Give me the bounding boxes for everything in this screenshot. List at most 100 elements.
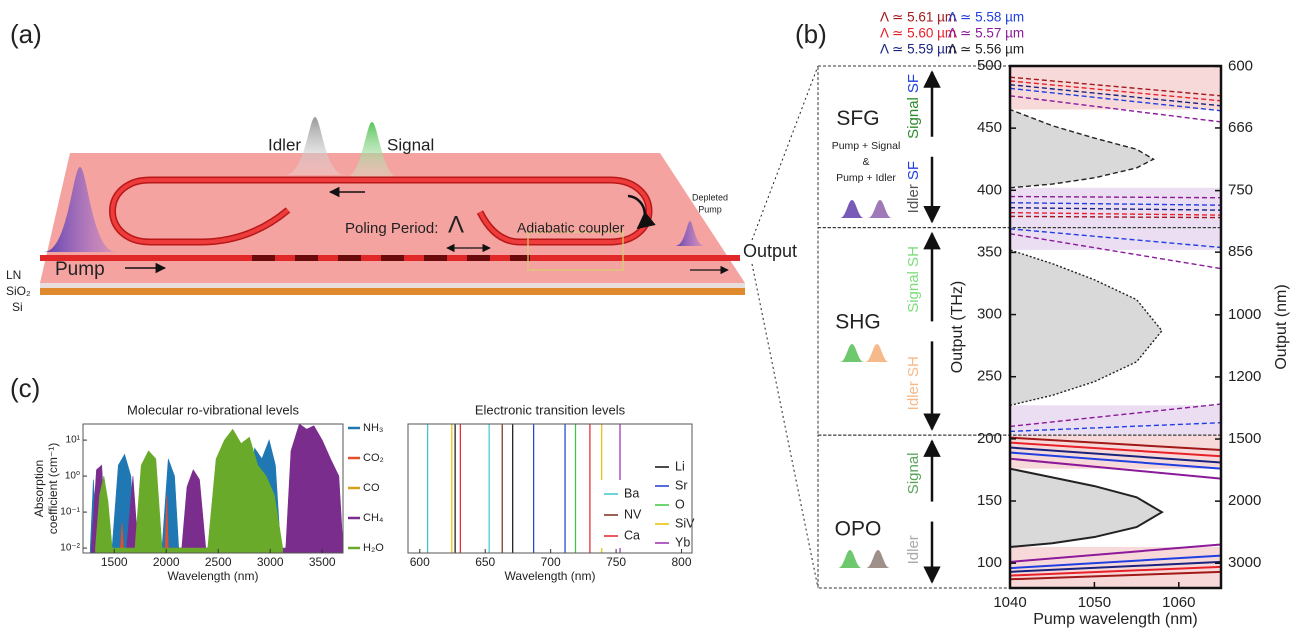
y-tick-label: 250 <box>977 368 1002 385</box>
x-axis-title: Wavelength (nm) <box>168 569 259 583</box>
layer-label: Si <box>12 300 23 314</box>
x-axis-title: Wavelength (nm) <box>505 569 596 583</box>
curve <box>1010 83 1221 107</box>
region-sublabel-part: SF <box>905 161 922 180</box>
curve <box>1010 403 1221 428</box>
region-label: OPO <box>835 517 882 540</box>
legend-entry: H₂O <box>363 542 384 554</box>
output-label: Output <box>743 241 797 261</box>
region-sublabel-part: Idler <box>905 535 922 564</box>
curve <box>1010 543 1221 563</box>
curve <box>1010 467 1164 548</box>
curve <box>1010 95 1221 123</box>
y2-tick-label: 750 <box>1228 182 1253 199</box>
x-tick-label: 1050 <box>1078 594 1111 611</box>
curve <box>1010 560 1221 573</box>
region-sublabel-part: Signal <box>905 452 922 494</box>
curve <box>1010 87 1221 112</box>
legend-entry: Λ ≃ 5.60 µm <box>880 26 956 41</box>
legend-entry: Li <box>675 459 685 473</box>
x-tick-label: 1060 <box>1162 594 1195 611</box>
curve <box>1010 446 1221 464</box>
y-tick-label: 150 <box>977 492 1002 509</box>
band <box>1010 405 1221 436</box>
label: Depleted <box>692 192 728 202</box>
y-tick-label: 450 <box>977 119 1002 136</box>
legend-entry: Yb <box>675 535 690 549</box>
region-sublabel: Signal SF <box>905 74 922 139</box>
region-note: & <box>862 156 869 168</box>
curve <box>1010 554 1221 570</box>
legend-entry: Ba <box>624 486 639 500</box>
curve <box>1010 195 1221 199</box>
curve <box>1010 76 1221 97</box>
plot-frame <box>82 423 344 554</box>
y-tick-label: 100 <box>977 554 1002 571</box>
region-sublabel-part: SF <box>905 74 922 93</box>
poling-domains <box>252 255 530 261</box>
x-tick-label: 600 <box>410 555 430 569</box>
y-tick-label: 10¹ <box>66 435 81 446</box>
y-tick-label: 300 <box>977 306 1002 323</box>
x-tick-label: 650 <box>475 555 495 569</box>
label: Poling Period: <box>345 220 438 237</box>
plot-area <box>1010 66 1221 588</box>
curve <box>1010 108 1155 189</box>
x-tick-label: 2000 <box>153 555 180 569</box>
x-axis-title: Pump wavelength (nm) <box>1033 611 1198 628</box>
curve <box>1010 202 1221 206</box>
label: Pump <box>55 259 105 280</box>
region-fill <box>1010 109 1154 188</box>
y2-tick-label: 3000 <box>1228 554 1261 571</box>
y-axis-title: coefficient (cm⁻¹) <box>46 443 60 534</box>
y-tick-label: 10⁻¹ <box>60 507 80 518</box>
legend-entry: Λ ≃ 5.59 µm <box>880 42 956 57</box>
x-tick-label: 1040 <box>993 594 1026 611</box>
region-sublabel: Signal <box>905 452 922 494</box>
legend-entry: CO <box>363 482 380 494</box>
layer-label: SiO₂ <box>6 284 31 298</box>
region-sublabel-part: Idler <box>905 184 922 213</box>
band <box>1010 435 1221 469</box>
x-tick-label: 1500 <box>101 555 128 569</box>
connector <box>751 65 819 241</box>
device: Idler Signal Pump Poling Period: Λ Adiab… <box>6 65 819 589</box>
x-tick-label: 2500 <box>205 555 232 569</box>
legend-entry: CH₄ <box>363 512 384 524</box>
legend-entry: NV <box>624 507 642 521</box>
y2-tick-label: 1500 <box>1228 430 1261 447</box>
curve <box>1010 436 1221 452</box>
y-tick-label: 350 <box>977 243 1002 260</box>
y2-tick-label: 666 <box>1228 119 1253 136</box>
legend-entry: NH₃ <box>363 422 383 434</box>
si-layer <box>40 288 745 295</box>
plot-frame <box>1008 64 1223 590</box>
label: Pump <box>698 204 722 214</box>
y-tick-label: 10⁻² <box>60 543 80 554</box>
idler-pulse <box>285 117 345 175</box>
chart-title: Electronic transition levels <box>475 402 626 417</box>
curve <box>1010 215 1221 219</box>
curve <box>1010 422 1221 433</box>
y-tick-label: 10⁰ <box>65 471 80 482</box>
curve <box>1010 451 1221 470</box>
y-tick-label: 400 <box>977 181 1002 198</box>
plot-frame <box>407 423 693 554</box>
x-tick-label: 3000 <box>257 555 284 569</box>
curve <box>1010 228 1221 249</box>
ring-waveguide-core <box>110 178 651 244</box>
region-label: SHG <box>835 311 881 334</box>
region-sublabel: Idler SH <box>905 356 922 410</box>
curve <box>1010 565 1221 577</box>
legend-entry: O <box>675 497 685 511</box>
pump-pulse <box>44 167 116 252</box>
y-axis-title: Output (THz) <box>949 281 966 373</box>
y-tick-label: 200 <box>977 430 1002 447</box>
spectrum <box>95 428 283 554</box>
y2-tick-label: 856 <box>1228 243 1253 260</box>
x-tick-label: 800 <box>672 555 692 569</box>
region-sublabel-part: Idler SH <box>905 356 922 410</box>
curve <box>1010 441 1221 458</box>
